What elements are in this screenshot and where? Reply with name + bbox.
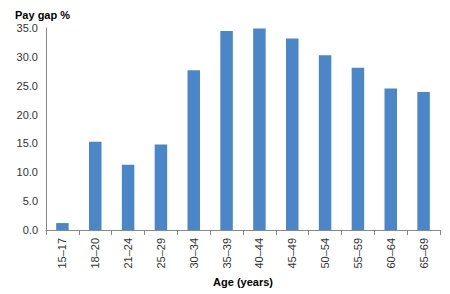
svg-text:50–54: 50–54: [319, 238, 331, 269]
svg-text:35.0: 35.0: [17, 22, 38, 34]
svg-text:65–69: 65–69: [418, 238, 430, 269]
svg-text:60–64: 60–64: [385, 238, 397, 269]
svg-text:45–49: 45–49: [286, 238, 298, 269]
svg-text:25–29: 25–29: [155, 238, 167, 269]
svg-text:Age (years): Age (years): [213, 276, 273, 288]
svg-text:15–17: 15–17: [56, 238, 68, 269]
svg-text:35–39: 35–39: [221, 238, 233, 269]
svg-text:21–24: 21–24: [122, 238, 134, 269]
svg-text:Pay gap %: Pay gap %: [15, 9, 70, 21]
svg-text:0.0: 0.0: [23, 224, 38, 236]
svg-text:40–44: 40–44: [253, 238, 265, 269]
svg-text:25.0: 25.0: [17, 80, 38, 92]
svg-text:55–59: 55–59: [352, 238, 364, 269]
svg-text:30–34: 30–34: [188, 238, 200, 269]
svg-text:5.0: 5.0: [23, 195, 38, 207]
svg-text:15.0: 15.0: [17, 137, 38, 149]
svg-text:30.0: 30.0: [17, 51, 38, 63]
svg-text:10.0: 10.0: [17, 166, 38, 178]
svg-text:20.0: 20.0: [17, 109, 38, 121]
svg-text:18–20: 18–20: [89, 238, 101, 269]
